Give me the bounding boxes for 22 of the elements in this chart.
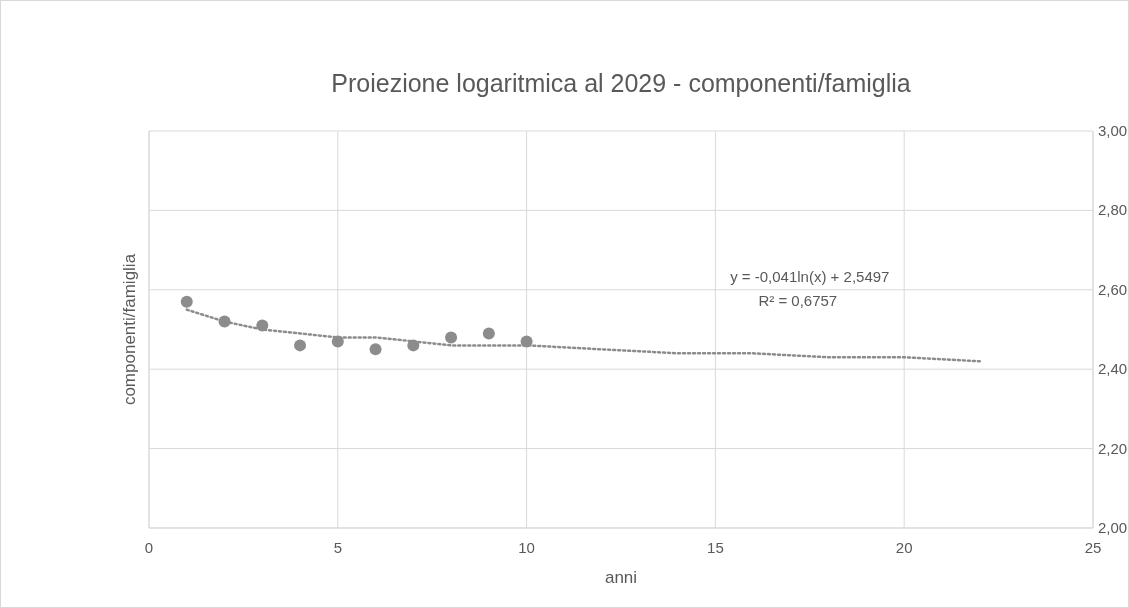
x-tick-label: 15 [707, 539, 724, 556]
annotation: R² = 0,6757 [758, 291, 838, 309]
x-tick-label: 0 [144, 539, 154, 556]
x-tick-label: 25 [1084, 539, 1102, 556]
x-tick-label: 10 [518, 539, 535, 556]
y-axis-title: componenti/famiglia [120, 253, 139, 406]
y-tick-label: 3,00 [1098, 122, 1128, 139]
x-axis-title: anni [604, 568, 638, 587]
point [180, 295, 193, 308]
y-tick-label: 2,80 [1098, 201, 1128, 219]
y-tick-label: 2,60 [1098, 280, 1128, 298]
y-tick-label: 2,40 [1098, 360, 1128, 378]
point [294, 339, 307, 352]
point [369, 343, 382, 356]
x-tick-label: 5 [333, 539, 342, 556]
chart-title: Proiezione logaritmica al 2029 - componenti/famiglia [331, 69, 911, 97]
x-tick-label: 20 [895, 539, 913, 556]
point [445, 331, 458, 344]
y-tick-label: 2,00 [1098, 519, 1128, 536]
point [482, 327, 495, 340]
annotation: y = -0,041ln(x) + 2,5497 [730, 267, 890, 285]
y-tick-label: 2,20 [1098, 439, 1128, 457]
